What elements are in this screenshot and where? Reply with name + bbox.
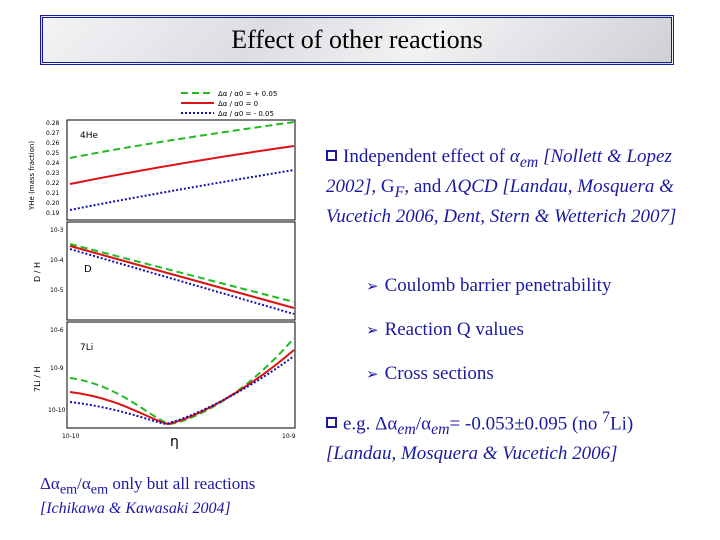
x-tick: 10-10 bbox=[62, 433, 80, 440]
x-axis-label: η bbox=[170, 434, 179, 450]
x-tick: 10-9 bbox=[282, 433, 296, 440]
arrow-bullet-icon: ➢ bbox=[366, 367, 379, 383]
arrow-bullet-icon: ➢ bbox=[366, 279, 379, 295]
li-ylabel: 7Li / H bbox=[33, 366, 42, 392]
he-curve-plus bbox=[69, 121, 295, 159]
li-tick: 10-10 bbox=[48, 407, 66, 414]
figure-reference: [Ichikawa & Kawasaki 2004] bbox=[40, 500, 231, 517]
he-tick: 0.28 bbox=[46, 120, 60, 127]
legend-plus-label: Δα / α0 = + 0.05 bbox=[218, 90, 277, 98]
he-panel bbox=[66, 119, 296, 221]
li-tick: 10-6 bbox=[50, 327, 64, 334]
sub-bullet-cross-sections: ➢ Cross sections bbox=[366, 363, 494, 384]
li-curve-plus bbox=[69, 337, 295, 426]
he-tick: 0.26 bbox=[46, 140, 60, 147]
he-tick: 0.23 bbox=[46, 170, 60, 177]
he-tick: 0.25 bbox=[46, 150, 60, 157]
he-ticks: 0.28 0.27 0.26 0.25 0.24 0.23 0.22 0.21 … bbox=[46, 120, 60, 217]
d-curve-zero bbox=[69, 245, 295, 309]
he-curve-zero bbox=[69, 145, 295, 185]
he-tick: 0.19 bbox=[46, 210, 60, 217]
bullet-independent-effect: Independent effect of αem [Nollett & Lop… bbox=[326, 146, 677, 227]
he-panel-label: 4He bbox=[80, 131, 98, 141]
d-tick: 10-4 bbox=[50, 257, 64, 264]
li-panel bbox=[66, 321, 296, 429]
he-tick: 0.20 bbox=[46, 200, 60, 207]
li-panel-label: 7Li bbox=[80, 343, 93, 353]
d-tick: 10-5 bbox=[50, 287, 64, 294]
he-ylabel: YHe (mass fraction) bbox=[28, 141, 36, 211]
d-panel bbox=[66, 221, 296, 321]
li-curve-minus bbox=[69, 355, 295, 426]
checkbox-bullet-icon bbox=[326, 150, 337, 161]
he-curve-minus bbox=[69, 169, 295, 211]
he-tick: 0.27 bbox=[46, 130, 60, 137]
figure-caption: Δαem/αem only but all reactions bbox=[40, 474, 256, 498]
sub-bullet-coulomb: ➢ Coulomb barrier penetrability bbox=[366, 275, 612, 296]
he-tick: 0.22 bbox=[46, 180, 60, 187]
d-curve-plus bbox=[69, 243, 295, 303]
d-ticks: 10-3 10-4 10-5 bbox=[50, 227, 64, 294]
figure-legend: Δα / α0 = + 0.05 Δα / α0 = 0 Δα / α0 = -… bbox=[181, 90, 277, 118]
d-ylabel: D / H bbox=[33, 262, 42, 282]
d-curve-minus bbox=[69, 248, 295, 315]
legend-zero-label: Δα / α0 = 0 bbox=[218, 100, 258, 108]
bullet-example: e.g. Δαem/αem= -0.053±0.095 (no 7Li) [La… bbox=[326, 409, 634, 465]
li-ticks: 10-6 10-9 10-10 bbox=[48, 327, 66, 414]
slide-title: Effect of other reactions bbox=[231, 25, 483, 54]
sub-bullet-q-values: ➢ Reaction Q values bbox=[366, 319, 524, 340]
he-tick: 0.21 bbox=[46, 190, 60, 197]
checkbox-bullet-icon bbox=[326, 417, 337, 429]
slide-title-box: Effect of other reactions bbox=[40, 15, 674, 65]
he-tick: 0.24 bbox=[46, 160, 60, 167]
li-tick: 10-9 bbox=[50, 365, 64, 372]
arrow-bullet-icon: ➢ bbox=[366, 323, 379, 339]
d-panel-label: D bbox=[84, 264, 92, 275]
legend-minus-label: Δα / α0 = - 0.05 bbox=[218, 110, 274, 118]
d-tick: 10-3 bbox=[50, 227, 64, 234]
